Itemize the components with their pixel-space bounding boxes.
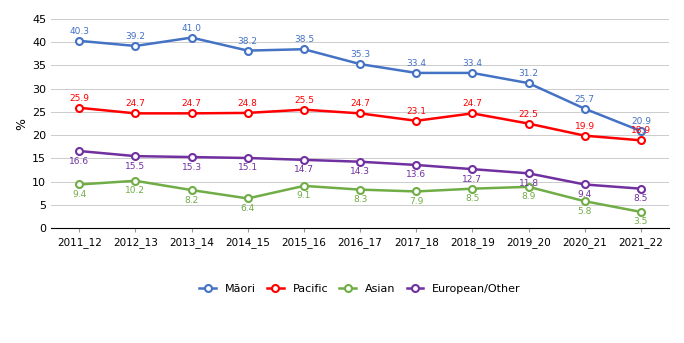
Text: 25.5: 25.5 (294, 96, 314, 105)
European/Other (356, 159, 364, 164)
European/Other (300, 158, 308, 162)
Text: 8.5: 8.5 (634, 194, 648, 203)
Y-axis label: %: % (15, 118, 28, 130)
Māori (187, 36, 196, 40)
Text: 35.3: 35.3 (350, 50, 370, 59)
Asian (244, 197, 252, 201)
Asian (525, 185, 533, 189)
European/Other (412, 163, 421, 167)
Pacific (187, 111, 196, 116)
European/Other (581, 182, 589, 187)
Text: 24.7: 24.7 (462, 99, 482, 108)
Text: 11.8: 11.8 (518, 179, 538, 188)
Text: 15.1: 15.1 (237, 164, 258, 173)
Text: 13.6: 13.6 (406, 170, 426, 179)
Pacific (131, 111, 140, 116)
Pacific (244, 111, 252, 115)
Text: 41.0: 41.0 (181, 24, 202, 33)
Māori (525, 81, 533, 85)
Text: 24.7: 24.7 (125, 99, 145, 108)
Text: 24.7: 24.7 (182, 99, 202, 108)
Text: 14.7: 14.7 (294, 165, 314, 174)
Asian (75, 182, 83, 187)
Text: 23.1: 23.1 (406, 107, 426, 116)
Text: 33.4: 33.4 (406, 59, 426, 68)
Text: 12.7: 12.7 (462, 175, 482, 184)
European/Other (244, 156, 252, 160)
Māori (300, 47, 308, 51)
Text: 3.5: 3.5 (634, 217, 648, 226)
Text: 6.4: 6.4 (241, 204, 255, 213)
Text: 25.7: 25.7 (575, 95, 595, 104)
Text: 8.5: 8.5 (465, 194, 479, 203)
Pacific (300, 108, 308, 112)
Text: 9.1: 9.1 (297, 191, 311, 200)
Text: 18.9: 18.9 (631, 126, 651, 135)
Line: Pacific: Pacific (76, 104, 644, 144)
European/Other (469, 167, 477, 171)
Māori (469, 71, 477, 75)
Text: 19.9: 19.9 (575, 122, 595, 131)
Text: 9.4: 9.4 (577, 190, 592, 199)
Text: 24.8: 24.8 (238, 99, 258, 108)
European/Other (637, 187, 645, 191)
Pacific (637, 138, 645, 142)
Asian (469, 187, 477, 191)
Text: 25.9: 25.9 (69, 94, 89, 103)
Asian (300, 184, 308, 188)
Text: 5.8: 5.8 (577, 207, 592, 216)
Māori (356, 62, 364, 66)
Text: 16.6: 16.6 (69, 156, 90, 166)
Pacific (356, 111, 364, 116)
Text: 33.4: 33.4 (462, 59, 482, 68)
Text: 22.5: 22.5 (518, 110, 538, 119)
Asian (581, 199, 589, 203)
Text: 15.5: 15.5 (125, 162, 146, 170)
Legend: Māori, Pacific, Asian, European/Other: Māori, Pacific, Asian, European/Other (195, 280, 525, 299)
European/Other (131, 154, 140, 158)
Māori (131, 44, 140, 48)
Asian (356, 188, 364, 192)
Māori (637, 129, 645, 133)
Text: 20.9: 20.9 (631, 117, 651, 126)
Text: 9.4: 9.4 (72, 190, 86, 199)
Pacific (412, 119, 421, 123)
Text: 8.3: 8.3 (353, 195, 367, 204)
Pacific (581, 134, 589, 138)
Asian (131, 179, 140, 183)
Asian (187, 188, 196, 192)
Pacific (525, 121, 533, 126)
Māori (75, 39, 83, 43)
Pacific (75, 106, 83, 110)
Text: 10.2: 10.2 (125, 186, 146, 195)
Line: Māori: Māori (76, 34, 644, 134)
Text: 38.2: 38.2 (238, 37, 258, 46)
Text: 8.9: 8.9 (521, 192, 536, 201)
European/Other (75, 149, 83, 153)
Text: 39.2: 39.2 (125, 32, 146, 41)
Text: 24.7: 24.7 (350, 99, 370, 108)
Māori (412, 71, 421, 75)
European/Other (187, 155, 196, 159)
Māori (581, 107, 589, 111)
Line: European/Other: European/Other (76, 147, 644, 192)
Text: 7.9: 7.9 (409, 197, 423, 206)
European/Other (525, 171, 533, 175)
Text: 15.3: 15.3 (181, 163, 202, 172)
Māori (244, 49, 252, 53)
Text: 8.2: 8.2 (185, 196, 198, 204)
Line: Asian: Asian (76, 177, 644, 215)
Pacific (469, 111, 477, 116)
Text: 40.3: 40.3 (69, 27, 89, 36)
Asian (637, 210, 645, 214)
Asian (412, 189, 421, 193)
Text: 14.3: 14.3 (350, 167, 370, 176)
Text: 38.5: 38.5 (294, 35, 314, 44)
Text: 31.2: 31.2 (518, 69, 538, 78)
